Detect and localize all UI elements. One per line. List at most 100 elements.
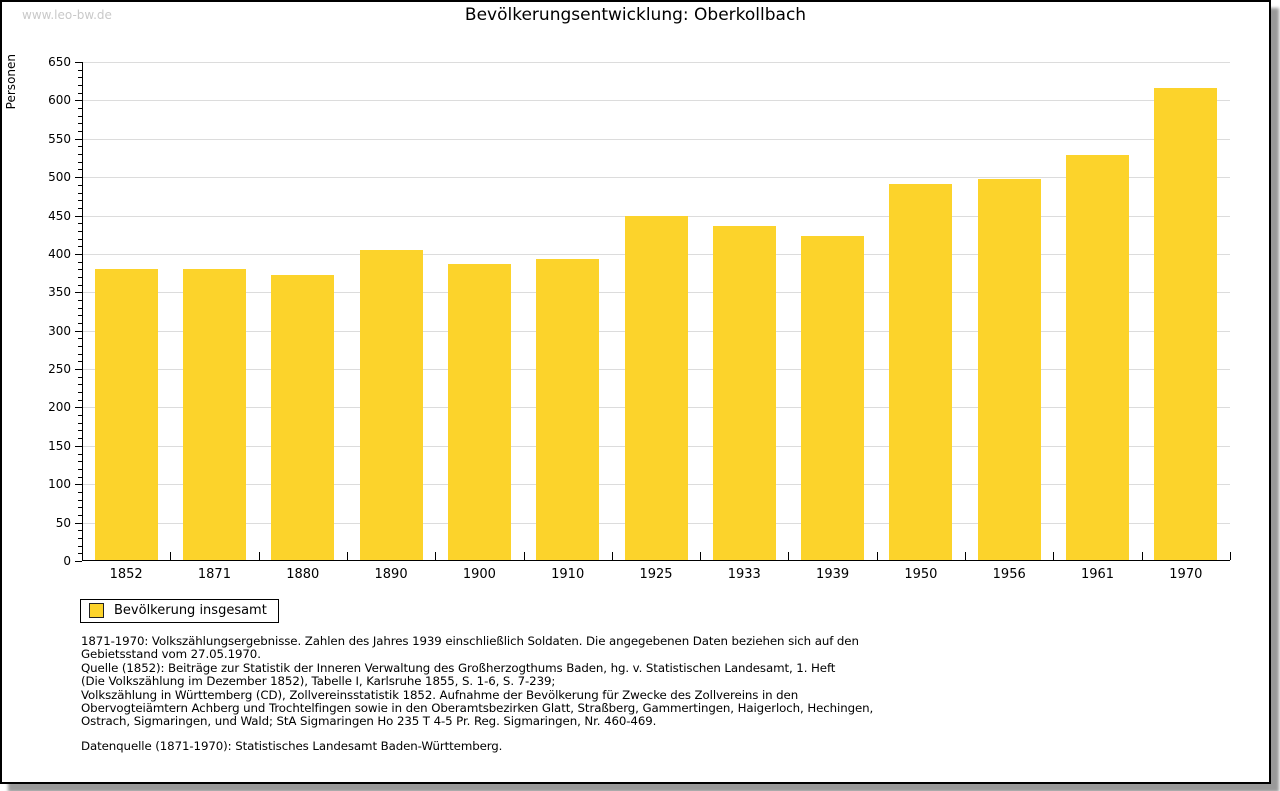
y-minor-tick <box>78 468 82 470</box>
x-tick-label: 1880 <box>286 567 320 582</box>
x-tick <box>965 552 966 560</box>
y-minor-tick <box>78 276 82 278</box>
y-minor-tick <box>78 246 82 248</box>
y-minor-tick <box>78 376 82 378</box>
y-tick-label: 600 <box>48 93 71 108</box>
y-minor-tick <box>78 200 82 202</box>
bar-1900 <box>448 264 511 561</box>
y-tick-label: 200 <box>48 400 71 415</box>
y-minor-tick <box>78 537 82 539</box>
x-tick <box>700 552 701 560</box>
y-tick-label: 550 <box>48 131 71 146</box>
x-tick-label: 1890 <box>374 567 408 582</box>
y-minor-tick <box>78 108 82 110</box>
y-major-tick <box>75 445 82 447</box>
y-minor-tick <box>78 338 82 340</box>
y-minor-tick <box>78 491 82 493</box>
footnote-line: Obervogteiämtern Achberg und Trochtelfin… <box>81 701 874 716</box>
y-major-tick <box>75 177 82 179</box>
bar-1939 <box>801 236 864 561</box>
gridline <box>82 138 1230 140</box>
bar-1880 <box>271 275 334 561</box>
datasource-note: Datenquelle (1871-1970): Statistisches L… <box>81 739 503 753</box>
y-minor-tick <box>78 69 82 71</box>
y-major-tick <box>75 561 82 562</box>
y-tick-label: 150 <box>48 438 71 453</box>
bar-1933 <box>713 226 776 561</box>
gridline <box>82 100 1230 102</box>
bar-1890 <box>360 250 423 561</box>
y-minor-tick <box>78 154 82 156</box>
y-tick-label: 50 <box>55 515 71 530</box>
x-tick-label: 1852 <box>109 567 143 582</box>
y-minor-tick <box>78 507 82 509</box>
y-minor-tick <box>78 261 82 263</box>
y-minor-tick <box>78 269 82 271</box>
plot-area <box>82 62 1231 561</box>
y-major-tick <box>75 138 82 140</box>
gridline <box>82 177 1230 179</box>
y-minor-tick <box>78 438 82 440</box>
x-tick-label: 1925 <box>639 567 673 582</box>
gridline <box>82 62 1230 63</box>
chart-title: Bevölkerungsentwicklung: Oberkollbach <box>464 5 807 25</box>
footnote-line: 1871-1970: Volkszählungsergebnisse. Zahl… <box>81 634 859 648</box>
bar-1956 <box>978 179 1041 561</box>
bar-1950 <box>889 184 952 561</box>
footnote-line: Volkszählung in Württemberg (CD), Zollve… <box>81 687 799 702</box>
y-major-tick <box>75 62 82 63</box>
y-minor-tick <box>78 207 82 209</box>
x-tick-label: 1933 <box>727 567 761 582</box>
x-tick-label: 1871 <box>197 567 231 582</box>
y-minor-tick <box>78 77 82 79</box>
y-minor-tick <box>78 169 82 171</box>
x-tick <box>435 552 436 560</box>
y-minor-tick <box>78 476 82 478</box>
y-minor-tick <box>78 422 82 424</box>
footnote-line: Quelle (1852): Beiträge zur Statistik de… <box>81 660 836 675</box>
y-minor-tick <box>78 346 82 348</box>
y-axis-line <box>82 62 83 561</box>
x-tick <box>1230 552 1231 560</box>
bar-1925 <box>625 216 688 561</box>
legend-label: Bevölkerung insgesamt <box>114 603 267 618</box>
y-major-tick <box>75 484 82 486</box>
footnote-line: Gebietsstand vom 27.05.1970. <box>81 647 261 662</box>
x-tick <box>877 552 878 560</box>
x-tick-label: 1910 <box>551 567 585 582</box>
y-major-tick <box>75 215 82 217</box>
bar-1852 <box>95 269 158 561</box>
y-tick-label: 250 <box>48 362 71 377</box>
y-minor-tick <box>78 123 82 125</box>
y-major-tick <box>75 253 82 255</box>
watermark: www.leo-bw.de <box>22 8 112 22</box>
y-minor-tick <box>78 430 82 432</box>
y-tick-label: 650 <box>48 55 71 69</box>
y-minor-tick <box>78 307 82 309</box>
y-minor-tick <box>78 223 82 225</box>
bar-1970 <box>1154 88 1217 561</box>
y-minor-tick <box>78 453 82 455</box>
legend: Bevölkerung insgesamt <box>80 599 279 623</box>
x-tick <box>612 552 613 560</box>
x-tick-label: 1939 <box>816 567 850 582</box>
y-major-tick <box>75 407 82 409</box>
y-minor-tick <box>78 161 82 163</box>
x-tick <box>1053 552 1054 560</box>
y-major-tick <box>75 292 82 294</box>
y-minor-tick <box>78 146 82 148</box>
y-minor-tick <box>78 384 82 386</box>
y-major-tick <box>75 522 82 524</box>
y-minor-tick <box>78 315 82 317</box>
y-minor-tick <box>78 92 82 94</box>
y-minor-tick <box>78 85 82 87</box>
y-tick-label: 450 <box>48 208 71 223</box>
x-tick <box>347 552 348 560</box>
y-minor-tick <box>78 530 82 532</box>
y-tick-label: 400 <box>48 246 71 261</box>
x-axis-line <box>82 560 1230 561</box>
y-major-tick <box>75 330 82 332</box>
x-tick <box>1142 552 1143 560</box>
legend-swatch <box>89 603 104 618</box>
y-minor-tick <box>78 299 82 301</box>
